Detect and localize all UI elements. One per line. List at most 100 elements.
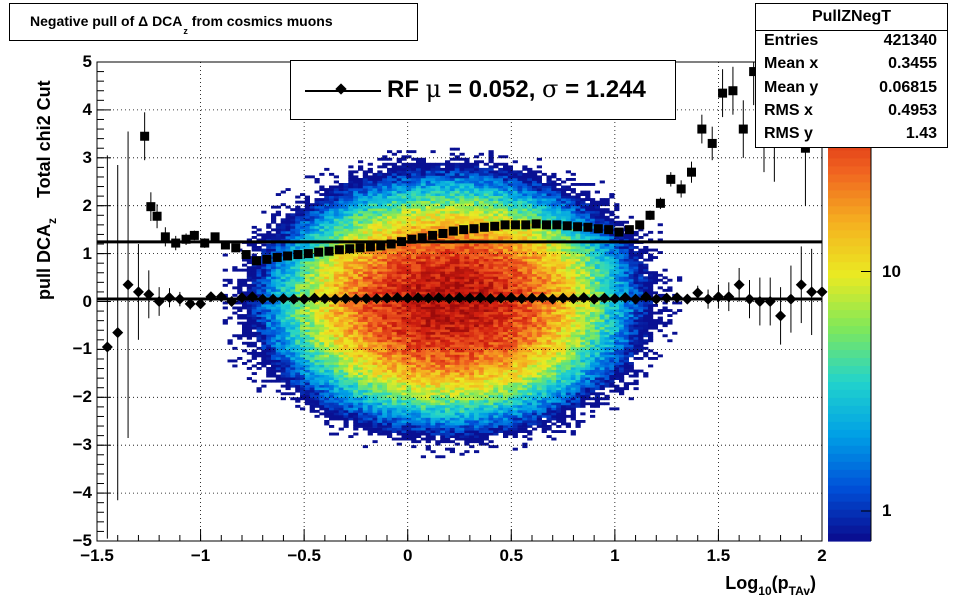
heatmap-cell: [449, 200, 455, 204]
heatmap-cell: [382, 203, 388, 207]
heatmap-cell: [391, 397, 397, 401]
heatmap-cell: [445, 425, 451, 428]
heatmap-cell: [440, 427, 446, 431]
heatmap-cell: [396, 266, 402, 270]
heatmap-cell: [401, 344, 407, 348]
heatmap-cell: [377, 414, 383, 418]
heatmap-cell: [309, 372, 315, 375]
heatmap-cell: [416, 314, 422, 317]
heatmap-cell: [435, 440, 441, 444]
heatmap-cell: [440, 198, 446, 201]
heatmap-cell: [435, 188, 441, 191]
heatmap-cell: [391, 351, 397, 355]
heatmap-cell: [430, 412, 436, 416]
heatmap-cell: [420, 205, 426, 209]
heatmap-cell: [372, 357, 378, 360]
heatmap-cell: [285, 359, 291, 363]
heatmap-cell: [295, 301, 301, 305]
heatmap-cell: [266, 266, 272, 270]
heatmap-cell: [266, 248, 272, 252]
heatmap-cell: [464, 271, 470, 275]
heatmap-cell: [449, 291, 455, 295]
heatmap-cell: [401, 281, 407, 285]
heatmap-cell: [338, 392, 344, 396]
heatmap-cell: [382, 178, 388, 181]
heatmap-cell: [459, 422, 465, 426]
heatmap-cell: [459, 273, 465, 277]
heatmap-cell: [391, 203, 397, 207]
heatmap-cell: [343, 263, 349, 267]
heatmap-cell: [367, 167, 373, 171]
heatmap-cell: [488, 362, 494, 365]
heatmap-cell: [333, 326, 339, 330]
heatmap-cell: [382, 362, 388, 365]
heatmap-cell: [387, 266, 393, 270]
heatmap-cell: [420, 188, 426, 191]
heatmap-cell: [266, 359, 272, 363]
heatmap-cell: [367, 427, 373, 431]
heatmap-cell: [435, 178, 441, 181]
heatmap-cell: [430, 402, 436, 406]
heatmap-cell: [377, 372, 383, 375]
heatmap-cell: [425, 422, 431, 426]
heatmap-cell: [348, 351, 354, 355]
heatmap-cell: [440, 172, 446, 176]
heatmap-cell: [488, 256, 494, 259]
heatmap-cell: [449, 195, 455, 199]
heatmap-cell: [285, 293, 291, 297]
heatmap-cell: [425, 354, 431, 358]
heatmap-cell: [304, 220, 310, 224]
heatmap-cell: [290, 288, 296, 292]
heatmap-cell: [445, 344, 451, 348]
heatmap-cell: [329, 351, 335, 355]
heatmap-cell: [295, 372, 301, 375]
heatmap-cell: [420, 321, 426, 325]
heatmap-cell: [401, 185, 407, 189]
heatmap-cell: [416, 288, 422, 292]
heatmap-cell: [425, 170, 431, 174]
heatmap-cell: [372, 304, 378, 307]
heatmap-cell: [411, 188, 417, 191]
heatmap-cell: [493, 359, 499, 363]
heatmap-cell: [454, 409, 460, 413]
heatmap-cell: [319, 236, 325, 239]
heatmap-cell: [367, 203, 373, 207]
heatmap-cell: [246, 316, 252, 320]
heatmap-cell: [454, 208, 460, 212]
heatmap-cell: [348, 362, 354, 365]
heatmap-cell: [469, 374, 475, 378]
heatmap-cell: [319, 331, 325, 335]
heatmap-cell: [348, 397, 354, 401]
heatmap-cell: [425, 167, 431, 171]
heatmap-cell: [411, 422, 417, 426]
heatmap-cell: [459, 276, 465, 280]
heatmap-cell: [474, 336, 480, 340]
heatmap-cell: [290, 238, 296, 242]
heatmap-cell: [377, 170, 383, 174]
heatmap-cell: [382, 306, 388, 310]
heatmap-cell: [251, 324, 257, 328]
heatmap-cell: [295, 228, 301, 232]
heatmap-cell: [309, 359, 315, 363]
heatmap-cell: [474, 314, 480, 317]
heatmap-cell: [290, 304, 296, 307]
heatmap-cell: [295, 210, 301, 214]
heatmap-cell: [464, 364, 470, 368]
heatmap-cell: [464, 172, 470, 176]
heatmap-cell: [469, 266, 475, 270]
heatmap-cell: [261, 243, 267, 247]
heatmap-cell: [440, 435, 446, 438]
heatmap-cell: [449, 283, 455, 287]
heatmap-cell: [478, 359, 484, 363]
heatmap-cell: [251, 266, 257, 270]
heatmap-cell: [295, 311, 301, 315]
heatmap-cell: [391, 263, 397, 267]
heatmap-cell: [372, 420, 378, 423]
heatmap-cell: [246, 266, 252, 270]
heatmap-cell: [425, 213, 431, 217]
heatmap-cell: [425, 198, 431, 201]
heatmap-cell: [304, 377, 310, 380]
heatmap-cell: [343, 319, 349, 322]
heatmap-cell: [343, 357, 349, 360]
heatmap-cell: [348, 407, 354, 411]
